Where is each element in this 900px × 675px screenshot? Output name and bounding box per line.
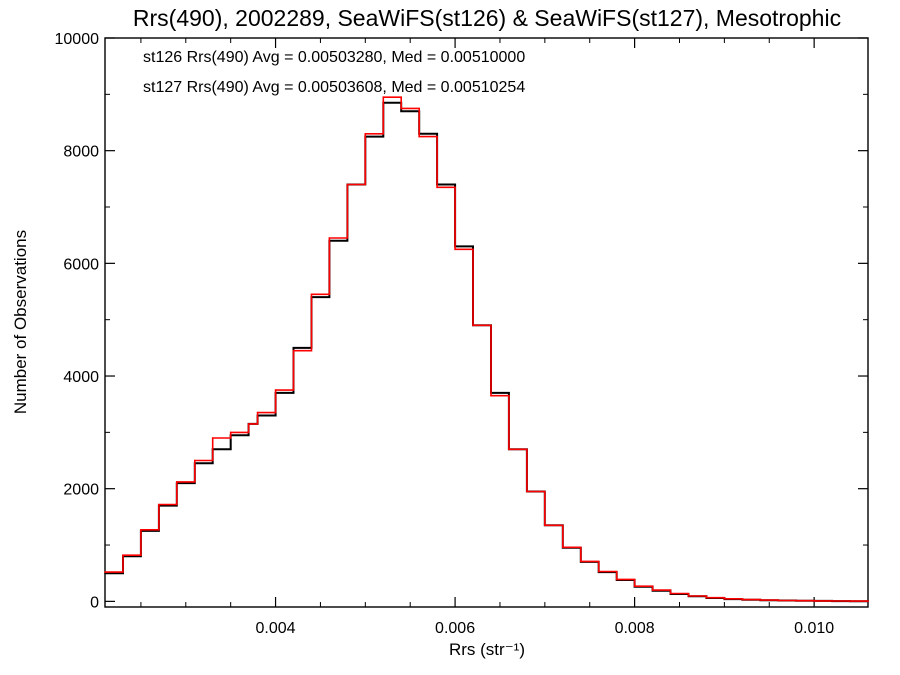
y-tick-label: 10000 <box>55 31 100 48</box>
data-point-st127 <box>247 423 250 425</box>
data-point-st127 <box>454 248 456 251</box>
data-point-st127 <box>274 389 277 391</box>
y-axis: 0 2000 4000 6000 8000 10000 <box>55 31 868 611</box>
x-tick-label: 0.008 <box>615 620 655 637</box>
data-point-st127 <box>741 598 744 601</box>
data-point-st127 <box>211 437 214 439</box>
data-point-st127 <box>418 135 421 138</box>
data-point-st127 <box>122 554 124 556</box>
y-axis-label: Number of Observations <box>11 230 30 414</box>
data-point-st127 <box>633 585 636 587</box>
data-point-st127 <box>310 293 313 296</box>
data-point-st127 <box>831 600 833 602</box>
data-point-st127 <box>472 324 474 327</box>
data-point-st127 <box>176 481 178 483</box>
data-point-st127 <box>382 96 385 98</box>
data-point-st127 <box>292 349 295 352</box>
series-line-st127 <box>105 96 869 602</box>
x-tick-label: 0.004 <box>256 620 296 637</box>
data-point-st127 <box>759 599 762 601</box>
x-tick-label: 0.010 <box>794 620 834 637</box>
y-tick-label: 8000 <box>63 144 99 161</box>
y-tick-label: 2000 <box>63 482 99 499</box>
data-point-st127 <box>867 600 869 603</box>
data-point-st127 <box>849 600 851 602</box>
data-point-st126 <box>400 110 403 112</box>
data-point-st126 <box>292 347 295 349</box>
data-point-st127 <box>194 459 196 462</box>
data-point-st127 <box>544 524 546 527</box>
plot-frame <box>104 37 869 608</box>
data-point-st127 <box>400 107 403 110</box>
data-point-st127 <box>615 578 618 581</box>
legend-st126: st126 Rrs(490) Avg = 0.00503280, Med = 0… <box>143 49 525 66</box>
data-point-st127 <box>140 529 142 531</box>
data-point-st127 <box>795 599 797 602</box>
data-point-st127 <box>364 133 367 135</box>
data-point-st127 <box>158 503 160 506</box>
series-line-st126 <box>105 101 869 603</box>
data-point-st127 <box>436 186 438 189</box>
data-point-st127 <box>580 560 582 563</box>
x-axis: 0.004 0.006 0.008 0.010 <box>140 38 834 637</box>
data-point-st127 <box>526 490 528 493</box>
data-point-st127 <box>562 546 564 549</box>
data-point-st127 <box>256 411 259 414</box>
x-tick-label: 0.006 <box>435 620 475 637</box>
legend-st127: st127 Rrs(490) Avg = 0.00503608, Med = 0… <box>143 79 525 96</box>
y-tick-label: 4000 <box>63 369 99 386</box>
data-point-st127 <box>777 599 779 602</box>
data-point-st127 <box>508 448 510 451</box>
data-point-st127 <box>723 598 726 600</box>
data-point-st127 <box>651 589 654 591</box>
data-point-st127 <box>346 183 349 186</box>
data-point-st127 <box>687 595 690 597</box>
chart-title: Rrs(490), 2002289, SeaWiFS(st126) & SeaW… <box>133 5 841 31</box>
data-point-st127 <box>490 394 492 397</box>
y-tick-label: 0 <box>90 594 99 611</box>
data-point-st127 <box>669 592 672 595</box>
series-layer <box>104 96 869 603</box>
data-point-st127 <box>328 237 331 239</box>
data-point-st127 <box>597 570 600 573</box>
data-point-st127 <box>104 571 106 573</box>
x-axis-label: Rrs (str⁻¹) <box>449 640 525 659</box>
data-point-st127 <box>813 600 815 602</box>
data-point-st127 <box>229 431 232 434</box>
y-tick-label: 6000 <box>63 256 99 273</box>
data-point-st127 <box>705 596 708 599</box>
